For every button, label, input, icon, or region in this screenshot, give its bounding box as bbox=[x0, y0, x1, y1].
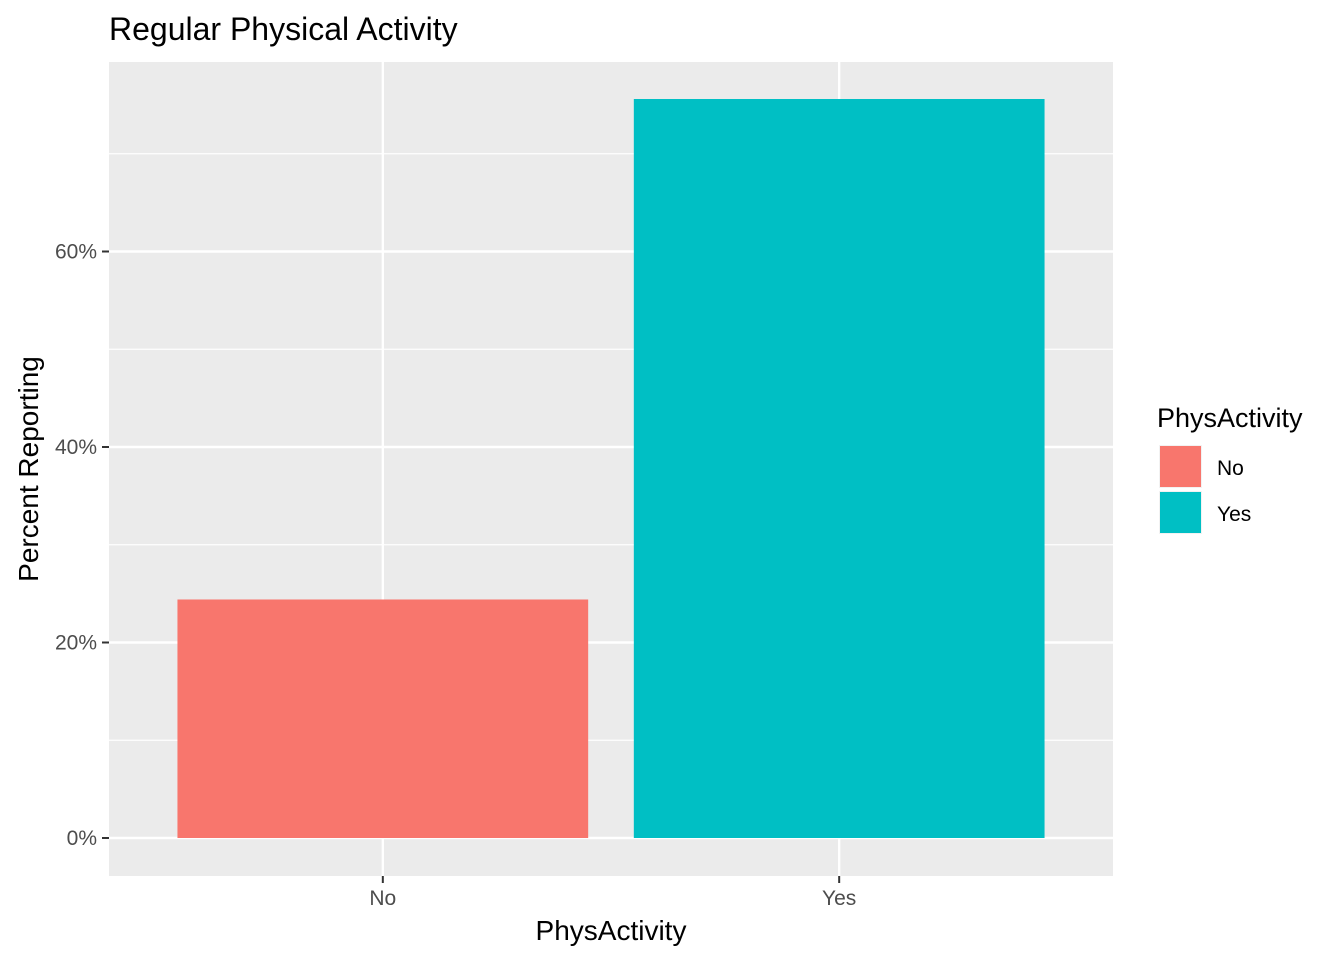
bars-group bbox=[177, 99, 1045, 838]
bar-yes bbox=[633, 99, 1045, 838]
x-tick-label: No bbox=[369, 887, 396, 910]
legend: PhysActivity No Yes bbox=[1157, 403, 1303, 534]
y-tick-label: 20% bbox=[55, 631, 97, 654]
legend-title: PhysActivity bbox=[1157, 403, 1303, 433]
legend-items: No Yes bbox=[1159, 445, 1251, 534]
x-tick-label: Yes bbox=[822, 887, 856, 910]
legend-swatch-no bbox=[1160, 446, 1201, 487]
y-tick-label: 0% bbox=[67, 827, 97, 850]
y-tick-label: 60% bbox=[55, 240, 97, 263]
chart-title: Regular Physical Activity bbox=[109, 11, 458, 47]
legend-swatch-yes bbox=[1160, 492, 1201, 533]
legend-label-no: No bbox=[1217, 457, 1244, 480]
y-tick-label: 40% bbox=[55, 436, 97, 459]
x-axis: No Yes bbox=[369, 876, 856, 910]
bar-no bbox=[177, 599, 589, 838]
x-axis-title: PhysActivity bbox=[536, 915, 687, 946]
legend-label-yes: Yes bbox=[1217, 503, 1251, 526]
y-axis: 0% 20% 40% 60% bbox=[55, 240, 109, 850]
y-axis-title: Percent Reporting bbox=[13, 356, 44, 582]
